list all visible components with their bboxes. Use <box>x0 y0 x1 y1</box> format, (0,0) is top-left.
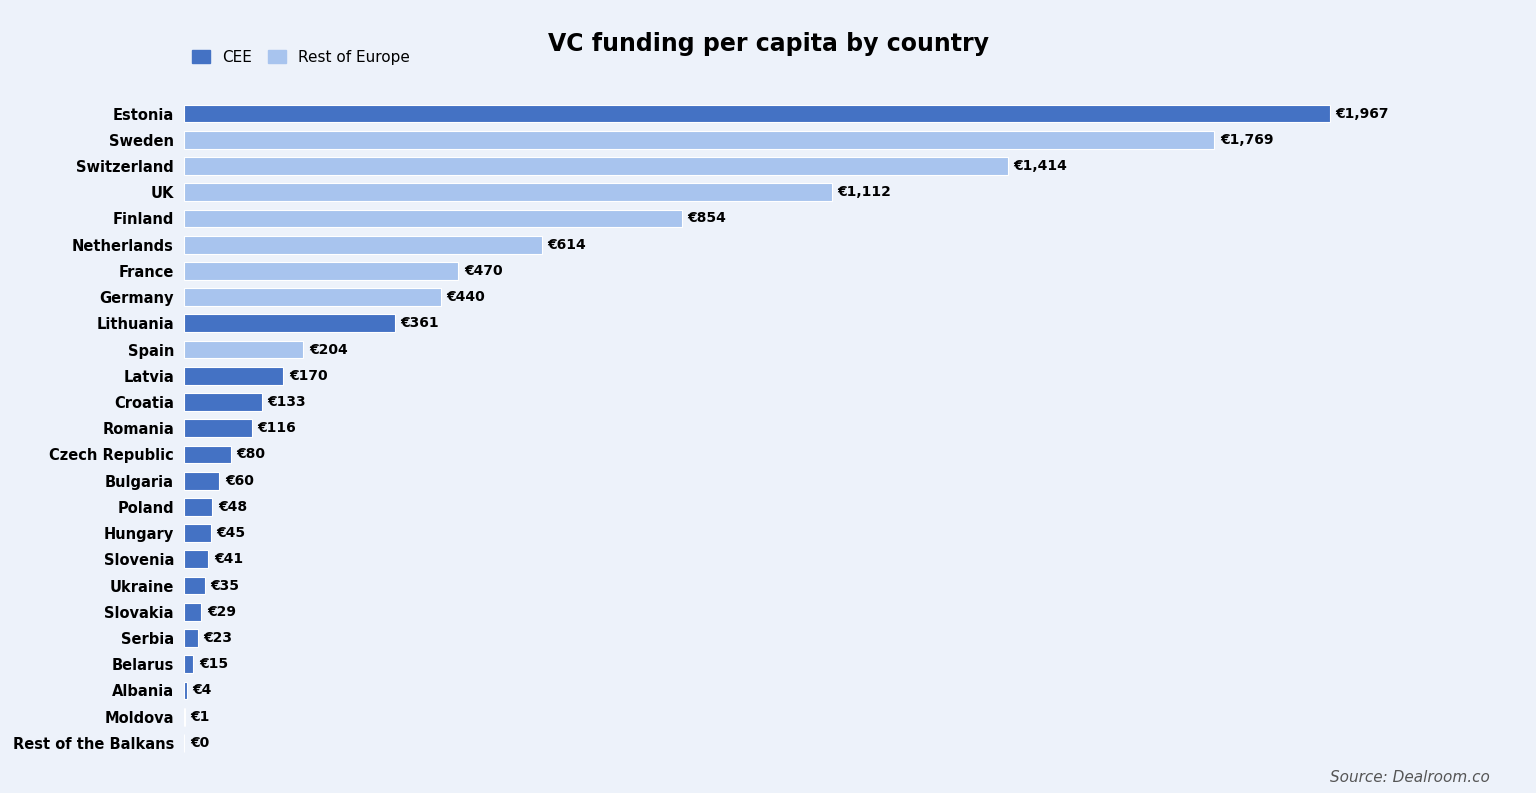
Text: €1,414: €1,414 <box>1014 159 1068 173</box>
Bar <box>184 524 210 542</box>
Text: €80: €80 <box>237 447 266 462</box>
Bar <box>184 446 230 463</box>
Text: €29: €29 <box>207 605 237 619</box>
Text: €1,967: €1,967 <box>1335 106 1389 121</box>
Text: €170: €170 <box>289 369 327 383</box>
Bar <box>184 550 209 569</box>
Text: €15: €15 <box>198 657 227 671</box>
Bar <box>184 577 204 595</box>
Text: €470: €470 <box>464 264 502 278</box>
Bar <box>184 183 833 201</box>
Bar <box>184 419 252 437</box>
Text: €1: €1 <box>190 710 210 724</box>
Text: €614: €614 <box>548 238 587 251</box>
Bar <box>184 393 261 411</box>
Text: €1,112: €1,112 <box>837 186 891 199</box>
Bar <box>184 681 187 699</box>
Bar <box>184 472 220 489</box>
Bar <box>184 603 201 621</box>
Text: VC funding per capita by country: VC funding per capita by country <box>547 32 989 56</box>
Bar <box>184 341 303 358</box>
Bar <box>184 131 1215 148</box>
Text: €854: €854 <box>688 212 727 225</box>
Bar <box>184 288 441 306</box>
Bar <box>184 209 682 228</box>
Bar <box>184 105 1330 122</box>
Text: €4: €4 <box>192 684 212 698</box>
Bar <box>184 314 395 332</box>
Text: €204: €204 <box>309 343 347 357</box>
Text: Source: Dealroom.co: Source: Dealroom.co <box>1330 770 1490 785</box>
Bar <box>184 367 283 385</box>
Legend: CEE, Rest of Europe: CEE, Rest of Europe <box>192 49 410 64</box>
Text: €45: €45 <box>217 526 246 540</box>
Text: €116: €116 <box>258 421 296 435</box>
Bar <box>184 262 458 280</box>
Text: €60: €60 <box>226 473 253 488</box>
Text: €1,769: €1,769 <box>1220 132 1273 147</box>
Bar <box>184 655 194 673</box>
Bar <box>184 236 542 254</box>
Bar <box>184 629 198 647</box>
Bar <box>184 498 212 515</box>
Text: €35: €35 <box>210 579 240 592</box>
Text: €23: €23 <box>204 631 232 645</box>
Text: €133: €133 <box>267 395 306 409</box>
Text: €0: €0 <box>190 736 209 750</box>
Text: €48: €48 <box>218 500 247 514</box>
Bar <box>184 157 1008 175</box>
Text: €361: €361 <box>401 316 439 331</box>
Text: €41: €41 <box>214 553 243 566</box>
Text: €440: €440 <box>447 290 485 304</box>
